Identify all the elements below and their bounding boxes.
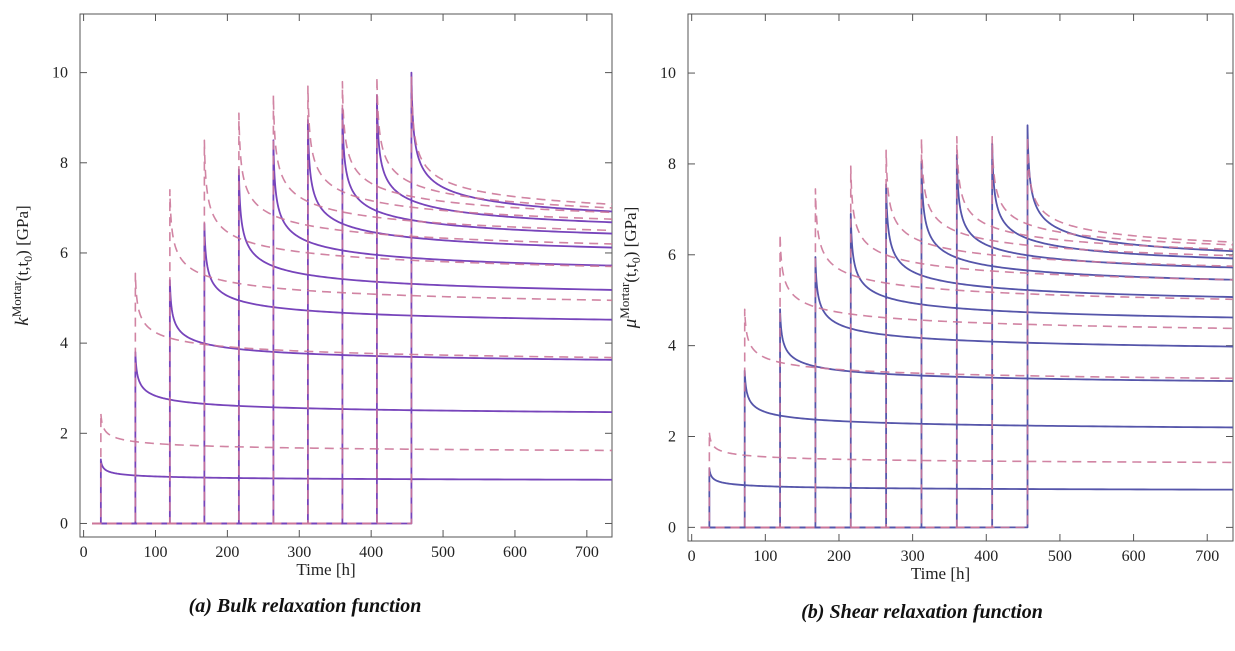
shear-y-tick-label: 4 — [668, 338, 676, 355]
shear-solid-curve-t0-72 — [700, 369, 1233, 529]
bulk-x-tick-label: 100 — [143, 544, 167, 561]
shear-x-tick-label: 200 — [827, 548, 851, 565]
bulk-solid-curve-t0-456 — [92, 71, 612, 525]
bulk-dashed-curve-t0-312 — [92, 85, 612, 525]
shear-relaxation-panel: 0 100 200 300 400 500 600 700 0 2 4 6 8 10 Time [h] μMo… — [617, 13, 1234, 583]
bulk-x-tick-label: 700 — [575, 544, 599, 561]
shear-solid-curve-t0-360 — [700, 153, 1233, 529]
bulk-solid-curve-t0-312 — [92, 119, 612, 525]
bulk-y-axis-title: kMortar(t,t0) [GPa] — [9, 205, 35, 325]
shear-x-axis-title: Time [h] — [911, 564, 970, 583]
shear-x-tick-label: 700 — [1195, 548, 1219, 565]
shear-x-tick-label: 500 — [1048, 548, 1072, 565]
bulk-y-tick-label: 6 — [60, 245, 68, 262]
bulk-dashed-curve-t0-264 — [92, 94, 612, 525]
shear-solid-curve-t0-24 — [700, 467, 1233, 529]
bulk-solid-curve-t0-264 — [92, 139, 612, 525]
shear-x-tick-label: 0 — [688, 548, 696, 565]
bulk-dashed-curve-t0-168 — [92, 139, 612, 525]
bulk-x-tick-label: 500 — [431, 544, 455, 561]
shear-y-tick-label: 6 — [668, 247, 676, 264]
bulk-solid-curve-t0-72 — [92, 351, 612, 525]
shear-y-tick-label: 10 — [660, 65, 676, 82]
bulk-dashed-curve-t0-408 — [92, 76, 612, 525]
bulk-solid-curve-t0-168 — [92, 222, 612, 525]
caption-shear: (b) Shear relaxation function — [801, 601, 1043, 623]
shear-dashed-curve-t0-360 — [700, 135, 1233, 529]
shear-y-axis-title: μMortar(t,t0) [GPa] — [617, 207, 643, 330]
bulk-y-tick-label: 4 — [60, 335, 68, 352]
shear-dashed-curve-t0-312 — [700, 138, 1233, 529]
bulk-y-tick-label: 2 — [60, 425, 68, 442]
bulk-dashed-curve-t0-120 — [92, 189, 612, 525]
shear-dashed-curve-t0-120 — [700, 233, 1233, 529]
shear-dashed-curve-t0-408 — [700, 135, 1233, 529]
shear-dashed-curve-t0-168 — [700, 188, 1233, 529]
bulk-y-tick-label: 8 — [60, 155, 68, 172]
bulk-x-tick-label: 0 — [80, 544, 88, 561]
bulk-x-tick-label: 300 — [287, 544, 311, 561]
bulk-dashed-curve-t0-24 — [92, 412, 612, 525]
bulk-x-tick-label: 400 — [359, 544, 383, 561]
bulk-plot-frame — [79, 13, 613, 538]
bulk-solid-curve-t0-24 — [92, 458, 612, 525]
bulk-x-axis-title: Time [h] — [296, 560, 355, 579]
shear-dashed-curve-t0-264 — [700, 149, 1233, 529]
bulk-solid-curve-t0-120 — [92, 279, 612, 525]
bulk-dashed-curve-t0-360 — [92, 80, 612, 525]
shear-solid-curve-t0-264 — [700, 183, 1233, 529]
shear-x-tick-label: 600 — [1122, 548, 1146, 565]
shear-x-tick-label: 400 — [974, 548, 998, 565]
shear-x-tick-label: 300 — [901, 548, 925, 565]
caption-bulk: (a) Bulk relaxation function — [189, 595, 422, 617]
bulk-curves — [92, 71, 612, 525]
shear-solid-curve-t0-120 — [700, 308, 1233, 529]
shear-plot-frame — [687, 13, 1234, 542]
shear-curves — [700, 124, 1233, 529]
shear-solid-curve-t0-408 — [700, 142, 1233, 529]
shear-y-tick-label: 0 — [668, 519, 676, 536]
bulk-solid-curve-t0-408 — [92, 94, 612, 525]
bulk-dashed-curve-t0-72 — [92, 272, 612, 525]
bulk-x-tick-label: 600 — [503, 544, 527, 561]
shear-solid-curve-t0-168 — [700, 256, 1233, 529]
bulk-x-tick-label: 200 — [215, 544, 239, 561]
bulk-relaxation-panel: 0 100 200 300 400 500 600 700 0 2 4 6 8 10 Time [h] kMo… — [9, 13, 613, 579]
shear-y-tick-label: 8 — [668, 156, 676, 173]
shear-dashed-curve-t0-24 — [700, 431, 1233, 529]
bulk-y-tick-label: 10 — [52, 65, 68, 82]
shear-y-tick-label: 2 — [668, 429, 676, 446]
bulk-dashed-curve-t0-456 — [92, 76, 612, 525]
shear-x-tick-label: 100 — [753, 548, 777, 565]
shear-solid-curve-t0-312 — [700, 160, 1233, 529]
bulk-solid-curve-t0-360 — [92, 107, 612, 525]
shear-dashed-curve-t0-456 — [700, 135, 1233, 529]
bulk-y-tick-label: 0 — [60, 515, 68, 532]
